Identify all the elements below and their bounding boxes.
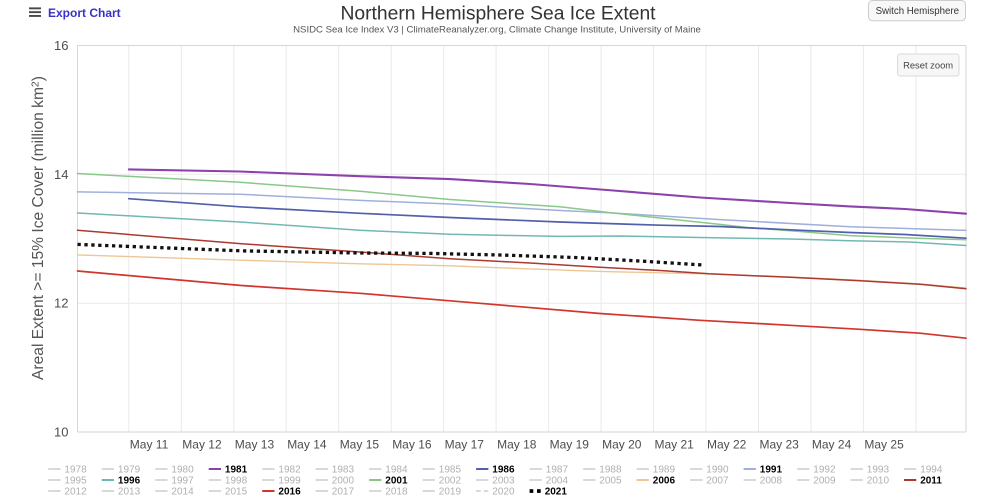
svg-text:May 13: May 13 <box>235 438 275 452</box>
svg-text:May 22: May 22 <box>707 438 747 452</box>
svg-text:2005: 2005 <box>599 476 622 487</box>
svg-text:10: 10 <box>54 425 68 440</box>
svg-text:1979: 1979 <box>118 465 141 476</box>
svg-text:Export Chart: Export Chart <box>48 6 121 20</box>
svg-text:2013: 2013 <box>118 487 141 498</box>
svg-text:1988: 1988 <box>599 465 622 476</box>
svg-text:1998: 1998 <box>225 476 248 487</box>
svg-text:1982: 1982 <box>278 465 301 476</box>
svg-text:2015: 2015 <box>225 487 248 498</box>
svg-text:1995: 1995 <box>64 476 87 487</box>
svg-text:2010: 2010 <box>867 476 890 487</box>
svg-text:12: 12 <box>54 296 68 311</box>
svg-text:1991: 1991 <box>760 465 783 476</box>
svg-text:2011: 2011 <box>920 476 942 487</box>
svg-text:May 21: May 21 <box>655 438 695 452</box>
svg-text:May 16: May 16 <box>392 438 432 452</box>
svg-text:2009: 2009 <box>813 476 836 487</box>
svg-text:1984: 1984 <box>385 465 408 476</box>
svg-text:2019: 2019 <box>439 487 462 498</box>
svg-text:Areal Extent >= 15% Ice Cover: Areal Extent >= 15% Ice Cover (million k… <box>29 76 47 380</box>
svg-text:2003: 2003 <box>492 476 515 487</box>
svg-text:May 25: May 25 <box>864 438 904 452</box>
svg-text:May 15: May 15 <box>340 438 380 452</box>
svg-text:2016: 2016 <box>278 487 301 498</box>
svg-text:May 23: May 23 <box>760 438 800 452</box>
svg-text:2020: 2020 <box>492 487 515 498</box>
svg-text:May 11: May 11 <box>130 438 169 452</box>
svg-text:2018: 2018 <box>385 487 408 498</box>
svg-text:14: 14 <box>54 167 68 182</box>
svg-text:2008: 2008 <box>760 476 783 487</box>
svg-text:2006: 2006 <box>653 476 676 487</box>
svg-text:1990: 1990 <box>706 465 729 476</box>
svg-text:2004: 2004 <box>546 476 569 487</box>
svg-text:1996: 1996 <box>118 476 141 487</box>
svg-text:1992: 1992 <box>813 465 836 476</box>
svg-text:1985: 1985 <box>439 465 462 476</box>
svg-text:1980: 1980 <box>171 465 194 476</box>
svg-text:1994: 1994 <box>920 465 943 476</box>
svg-text:1986: 1986 <box>492 465 515 476</box>
svg-text:1983: 1983 <box>332 465 355 476</box>
svg-text:May 12: May 12 <box>182 438 222 452</box>
svg-text:2021: 2021 <box>545 487 568 498</box>
svg-text:1999: 1999 <box>278 476 301 487</box>
svg-text:1997: 1997 <box>171 476 194 487</box>
svg-text:1987: 1987 <box>546 465 569 476</box>
svg-text:NSIDC Sea Ice Index V3 | Clima: NSIDC Sea Ice Index V3 | ClimateReanalyz… <box>293 25 701 36</box>
svg-text:1981: 1981 <box>225 465 248 476</box>
svg-text:Switch Hemisphere: Switch Hemisphere <box>876 6 959 17</box>
svg-text:May 19: May 19 <box>550 438 590 452</box>
svg-text:May 24: May 24 <box>812 438 852 452</box>
svg-text:1978: 1978 <box>64 465 87 476</box>
svg-text:2012: 2012 <box>64 487 87 498</box>
svg-text:1993: 1993 <box>867 465 890 476</box>
svg-text:Northern Hemisphere Sea Ice Ex: Northern Hemisphere Sea Ice Extent <box>340 4 656 25</box>
svg-text:Reset zoom: Reset zoom <box>903 60 953 71</box>
svg-text:2017: 2017 <box>332 487 355 498</box>
svg-text:16: 16 <box>54 38 68 53</box>
svg-text:1989: 1989 <box>653 465 676 476</box>
svg-text:May 20: May 20 <box>602 438 642 452</box>
svg-text:2007: 2007 <box>706 476 729 487</box>
svg-text:2002: 2002 <box>439 476 462 487</box>
svg-text:May 18: May 18 <box>497 438 537 452</box>
svg-text:2000: 2000 <box>332 476 355 487</box>
svg-text:May 17: May 17 <box>445 438 485 452</box>
svg-text:2001: 2001 <box>385 476 408 487</box>
svg-text:May 14: May 14 <box>287 438 327 452</box>
svg-text:2014: 2014 <box>171 487 194 498</box>
